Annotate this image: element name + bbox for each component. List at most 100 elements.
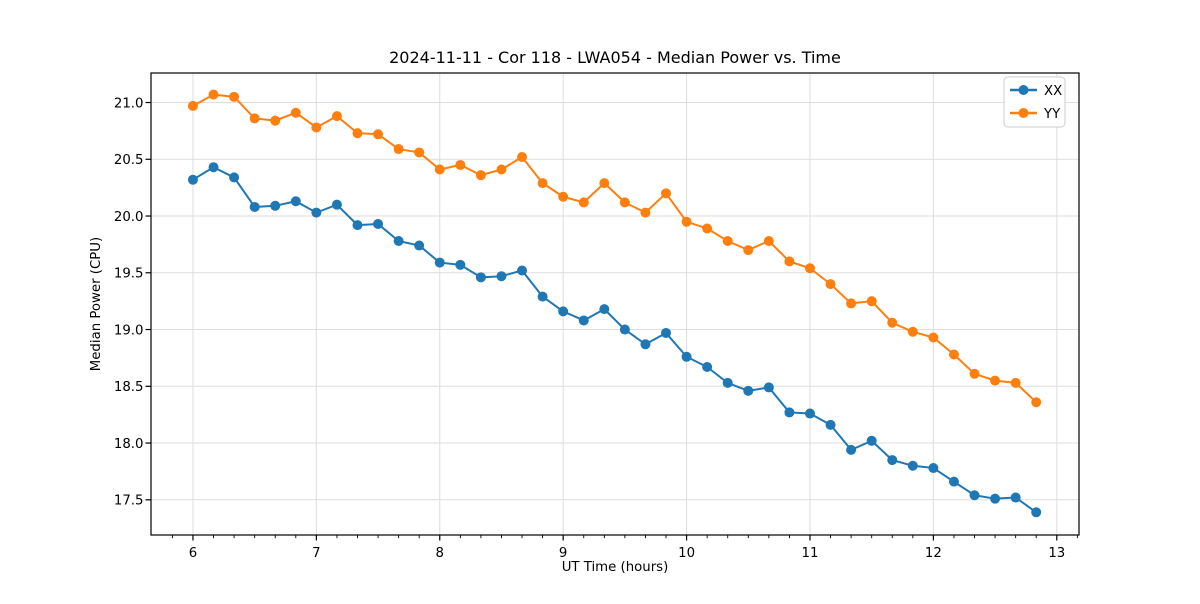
legend-label-yy: YY: [1043, 107, 1061, 122]
data-point-xx: [311, 207, 322, 218]
data-point-xx: [866, 435, 877, 446]
data-point-xx: [187, 174, 198, 185]
data-point-xx: [517, 265, 528, 276]
y-tick-label: 20.0: [114, 210, 144, 225]
data-point-xx: [948, 476, 959, 487]
legend: XX YY: [1003, 76, 1066, 128]
data-point-yy: [558, 191, 569, 202]
data-point-yy: [990, 375, 1001, 386]
data-point-xx: [496, 271, 507, 282]
data-point-yy: [599, 178, 610, 189]
y-tick-label: 18.5: [114, 380, 144, 395]
grid-lines: [151, 73, 1079, 535]
data-point-xx: [352, 220, 363, 231]
data-point-yy: [578, 197, 589, 208]
data-point-yy: [475, 170, 486, 181]
data-point-xx: [393, 236, 404, 246]
x-tick-label: 8: [436, 546, 444, 561]
data-point-xx: [907, 460, 918, 471]
data-point-yy: [804, 263, 815, 274]
data-point-xx: [331, 199, 342, 210]
data-point-yy: [619, 197, 630, 208]
x-tick-label: 11: [802, 546, 819, 561]
data-point-xx: [619, 324, 630, 335]
data-point-xx: [537, 291, 548, 302]
data-point-yy: [948, 349, 959, 360]
data-point-yy: [928, 332, 939, 343]
data-point-xx: [1031, 507, 1042, 518]
data-point-xx: [290, 196, 301, 207]
data-point-yy: [208, 89, 219, 100]
series-line-xx: [192, 166, 1037, 514]
data-point-xx: [825, 419, 836, 430]
x-tick-label: 13: [1048, 546, 1065, 561]
x-tick-label: 6: [189, 546, 197, 561]
data-point-yy: [681, 216, 692, 227]
data-point-xx: [887, 455, 898, 466]
data-point-xx: [455, 259, 466, 270]
data-point-yy: [352, 128, 363, 139]
x-axis-label: UT Time (hours): [562, 560, 669, 575]
data-point-xx: [229, 172, 240, 183]
data-point-xx: [475, 272, 486, 283]
data-point-xx: [578, 315, 589, 326]
data-point-yy: [846, 298, 857, 309]
data-point-yy: [866, 296, 877, 307]
data-point-yy: [496, 164, 507, 175]
data-point-yy: [434, 164, 445, 175]
legend-samples: [1010, 85, 1037, 118]
data-point-xx: [722, 377, 733, 388]
data-point-xx: [558, 306, 569, 317]
y-tick-label: 18.0: [114, 437, 144, 452]
data-point-xx: [743, 385, 754, 396]
data-point-xx: [270, 200, 281, 211]
data-point-yy: [331, 111, 342, 122]
data-point-yy: [969, 368, 980, 379]
data-point-yy: [270, 115, 281, 126]
data-point-xx: [661, 327, 672, 338]
data-point-yy: [907, 326, 918, 337]
axis-ticks: [145, 101, 1078, 541]
data-point-xx: [414, 240, 425, 251]
chart-title: 2024-11-11 - Cor 118 - LWA054 - Median P…: [389, 48, 841, 67]
data-point-yy: [702, 223, 713, 234]
series-line-yy: [192, 93, 1037, 403]
data-point-xx: [249, 201, 260, 212]
data-point-yy: [763, 236, 774, 246]
y-axis-label: Median Power (CPU): [89, 237, 104, 371]
data-point-xx: [373, 218, 384, 229]
data-point-yy: [784, 256, 795, 267]
y-tick-label: 19.0: [114, 323, 144, 338]
data-point-xx: [702, 362, 713, 372]
data-point-yy: [1010, 377, 1021, 388]
legend-label-xx: XX: [1044, 84, 1062, 99]
data-point-yy: [743, 245, 754, 256]
data-point-yy: [187, 100, 198, 111]
axis-tick-labels: 6 7 8 9 10 11 12 13 17.5 18.0 18.5 19.0 19.5 20.0 20.5…: [114, 96, 1065, 561]
plot-border: [150, 72, 1080, 536]
data-point-xx: [804, 408, 815, 419]
data-point-xx: [1010, 492, 1021, 503]
data-point-yy: [414, 147, 425, 158]
data-point-yy: [229, 91, 240, 102]
y-tick-label: 21.0: [114, 96, 144, 111]
data-point-yy: [640, 207, 651, 218]
data-point-yy: [290, 107, 301, 118]
data-point-xx: [208, 162, 219, 173]
x-tick-label: 7: [312, 546, 320, 561]
data-point-xx: [969, 490, 980, 501]
data-point-yy: [661, 188, 672, 199]
data-point-yy: [722, 236, 733, 246]
data-point-yy: [249, 113, 260, 124]
data-point-xx: [990, 493, 1001, 504]
data-point-yy: [1031, 397, 1042, 408]
y-tick-label: 19.5: [114, 267, 144, 282]
data-point-yy: [393, 144, 404, 155]
x-tick-label: 12: [925, 546, 942, 561]
data-series: [187, 89, 1042, 518]
data-point-yy: [455, 159, 466, 170]
data-point-yy: [311, 122, 322, 133]
data-point-yy: [537, 178, 548, 189]
data-point-xx: [640, 339, 651, 350]
